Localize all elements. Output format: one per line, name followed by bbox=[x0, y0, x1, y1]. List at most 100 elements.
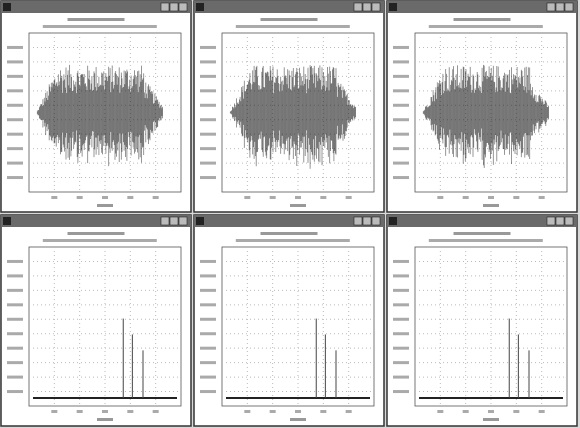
tick-smudge bbox=[538, 196, 545, 199]
plot-area bbox=[414, 246, 568, 407]
tick-smudge bbox=[393, 317, 409, 321]
tick-smudge bbox=[393, 132, 409, 136]
header-line bbox=[260, 18, 318, 21]
tick-smudge bbox=[200, 361, 216, 365]
window bbox=[193, 214, 385, 427]
tick-smudge bbox=[7, 45, 23, 49]
tick-smudge bbox=[152, 410, 159, 413]
title-button[interactable] bbox=[169, 2, 179, 12]
tick-smudge bbox=[462, 196, 469, 199]
tick-smudge bbox=[200, 89, 216, 93]
axis-label-smudge bbox=[483, 418, 499, 421]
title-button[interactable] bbox=[362, 2, 372, 12]
header-line bbox=[235, 239, 350, 242]
tick-smudge bbox=[320, 410, 327, 413]
axis-label-smudge bbox=[483, 204, 499, 207]
title-button[interactable] bbox=[353, 216, 363, 226]
header-line bbox=[67, 232, 125, 235]
tick-smudge bbox=[393, 60, 409, 64]
tick-smudge bbox=[7, 361, 23, 365]
tick-smudge bbox=[393, 74, 409, 78]
title-button[interactable] bbox=[353, 2, 363, 12]
title-button[interactable] bbox=[371, 2, 381, 12]
tick-smudge bbox=[7, 288, 23, 292]
tick-smudge bbox=[7, 317, 23, 321]
title-button[interactable] bbox=[160, 2, 170, 12]
tick-smudge bbox=[200, 346, 216, 350]
title-button[interactable] bbox=[169, 216, 179, 226]
tick-smudge bbox=[488, 410, 494, 413]
title-bar[interactable] bbox=[194, 215, 384, 227]
axis-label-smudge bbox=[290, 418, 306, 421]
tick-smudge bbox=[7, 390, 23, 394]
title-button[interactable] bbox=[178, 2, 188, 12]
tick-smudge bbox=[7, 346, 23, 350]
tick-smudge bbox=[393, 161, 409, 165]
plot-area bbox=[221, 246, 375, 407]
tick-smudge bbox=[320, 196, 327, 199]
tick-smudge bbox=[200, 161, 216, 165]
tick-smudge bbox=[200, 103, 216, 107]
title-bar[interactable] bbox=[1, 215, 191, 227]
tick-smudge bbox=[152, 196, 159, 199]
tick-smudge bbox=[393, 147, 409, 151]
header-line bbox=[67, 18, 125, 21]
tick-smudge bbox=[127, 410, 134, 413]
tick-smudge bbox=[51, 410, 58, 413]
tick-smudge bbox=[7, 89, 23, 93]
title-button[interactable] bbox=[564, 216, 574, 226]
tick-smudge bbox=[393, 390, 409, 394]
tick-smudge bbox=[102, 196, 108, 199]
tick-smudge bbox=[7, 74, 23, 78]
title-button[interactable] bbox=[546, 2, 556, 12]
tick-smudge bbox=[295, 410, 301, 413]
window bbox=[386, 0, 578, 213]
title-button[interactable] bbox=[564, 2, 574, 12]
window-icon bbox=[196, 217, 204, 225]
tick-smudge bbox=[200, 288, 216, 292]
tick-smudge bbox=[200, 390, 216, 394]
tick-smudge bbox=[127, 196, 134, 199]
plot-area bbox=[28, 246, 182, 407]
title-bar[interactable] bbox=[387, 1, 577, 13]
tick-smudge bbox=[7, 147, 23, 151]
title-button[interactable] bbox=[371, 216, 381, 226]
tick-smudge bbox=[200, 74, 216, 78]
tick-smudge bbox=[393, 361, 409, 365]
tick-smudge bbox=[269, 410, 276, 413]
title-button[interactable] bbox=[555, 2, 565, 12]
tick-smudge bbox=[462, 410, 469, 413]
tick-smudge bbox=[7, 332, 23, 336]
tick-smudge bbox=[269, 196, 276, 199]
tick-smudge bbox=[200, 317, 216, 321]
tick-smudge bbox=[200, 303, 216, 307]
title-bar[interactable] bbox=[194, 1, 384, 13]
tick-smudge bbox=[513, 196, 520, 199]
tick-smudge bbox=[200, 147, 216, 151]
title-button[interactable] bbox=[178, 216, 188, 226]
tick-smudge bbox=[200, 274, 216, 278]
window-icon bbox=[389, 3, 397, 11]
tick-smudge bbox=[244, 410, 251, 413]
tick-smudge bbox=[200, 375, 216, 379]
tick-smudge bbox=[200, 132, 216, 136]
tick-smudge bbox=[200, 259, 216, 263]
tick-smudge bbox=[7, 274, 23, 278]
title-button[interactable] bbox=[362, 216, 372, 226]
tick-smudge bbox=[393, 346, 409, 350]
window-icon bbox=[3, 3, 11, 11]
title-button[interactable] bbox=[160, 216, 170, 226]
tick-smudge bbox=[393, 176, 409, 180]
tick-smudge bbox=[244, 196, 251, 199]
title-button[interactable] bbox=[555, 216, 565, 226]
title-button[interactable] bbox=[546, 216, 556, 226]
title-bar[interactable] bbox=[387, 215, 577, 227]
tick-smudge bbox=[295, 196, 301, 199]
tick-smudge bbox=[488, 196, 494, 199]
tick-smudge bbox=[513, 410, 520, 413]
tick-smudge bbox=[7, 303, 23, 307]
title-bar[interactable] bbox=[1, 1, 191, 13]
tick-smudge bbox=[393, 89, 409, 93]
tick-smudge bbox=[393, 303, 409, 307]
